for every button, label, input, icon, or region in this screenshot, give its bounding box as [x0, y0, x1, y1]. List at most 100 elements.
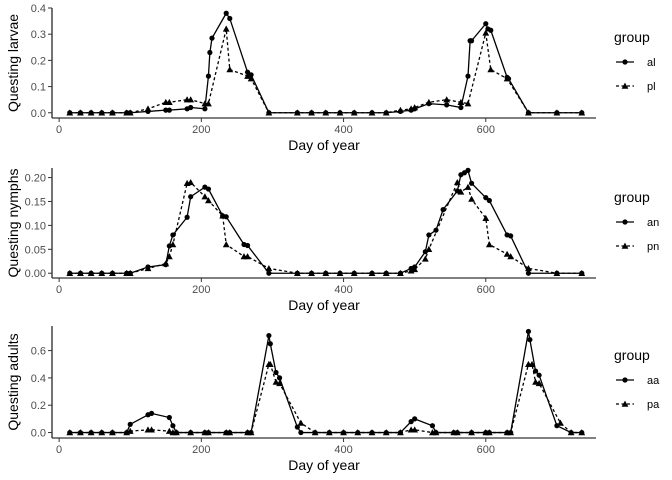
data-point-pl	[350, 109, 358, 116]
data-point-pl	[144, 105, 152, 112]
data-point-pl	[382, 109, 390, 116]
data-point-pa	[567, 429, 575, 436]
y-tick-label: 0.20	[25, 173, 46, 185]
data-point-al	[188, 104, 194, 111]
data-point-pa	[578, 429, 586, 436]
data-point-pa	[247, 429, 255, 436]
data-point-pn	[244, 253, 251, 260]
data-point-aa	[266, 332, 272, 339]
data-point-pn	[265, 265, 273, 272]
series-line-aa	[69, 331, 582, 434]
data-point-aa	[298, 429, 304, 436]
data-point-aa	[276, 375, 283, 381]
data-point-pa	[66, 429, 74, 436]
y-tick-label: 0.3	[31, 29, 46, 41]
data-point-an	[483, 195, 489, 201]
x-tick-label: 400	[334, 444, 352, 456]
y-tick-label: 0.05	[25, 244, 46, 256]
legend-key-marker-pl	[621, 82, 629, 89]
data-point-pa	[165, 427, 173, 434]
data-point-pa	[453, 429, 461, 436]
data-point-pn	[421, 255, 429, 262]
data-point-aa	[525, 328, 532, 335]
data-point-pn	[201, 193, 209, 200]
data-point-pn	[411, 265, 419, 273]
data-point-pn	[464, 183, 472, 190]
legend-label-pa: pa	[647, 399, 660, 411]
y-tick-label: 0.4	[31, 373, 46, 385]
data-point-pa	[382, 429, 390, 436]
data-point-pa	[354, 429, 362, 436]
legend-key-marker-aa	[622, 377, 628, 383]
data-point-an	[166, 243, 172, 249]
data-point-pl	[443, 96, 451, 103]
data-point-al	[444, 102, 450, 108]
data-point-al	[227, 15, 233, 22]
data-point-al	[223, 10, 229, 16]
series-line-al	[69, 12, 582, 114]
y-tick-label: 0.6	[31, 346, 46, 358]
data-point-pl	[308, 109, 315, 116]
y-axis-title: Questing adults	[5, 333, 21, 430]
data-point-pl	[109, 109, 116, 116]
data-point-pa	[397, 429, 404, 436]
data-point-al	[166, 107, 172, 113]
data-point-al	[202, 106, 208, 112]
data-point-pl	[368, 109, 376, 116]
data-point-pa	[205, 429, 212, 436]
data-point-pn	[507, 253, 515, 260]
data-point-pl	[397, 106, 404, 113]
legend-key-marker-al	[622, 59, 628, 65]
data-point-pa	[468, 429, 475, 436]
x-axis-title: Day of year	[288, 457, 360, 473]
data-point-pa	[311, 429, 319, 436]
x-tick-label: 0	[56, 444, 62, 456]
data-point-aa	[294, 424, 300, 430]
data-point-pn	[308, 269, 315, 276]
data-point-an	[170, 232, 176, 238]
legend-label-aa: aa	[647, 375, 660, 387]
data-point-al	[468, 38, 475, 44]
data-point-al	[205, 73, 212, 79]
data-point-pl	[425, 98, 433, 106]
data-point-pa	[432, 429, 440, 436]
data-point-pn	[457, 188, 465, 195]
x-tick-label: 200	[192, 284, 210, 296]
data-point-pn	[109, 269, 116, 276]
data-point-pl	[457, 98, 465, 106]
y-tick-label: 0.00	[25, 268, 46, 280]
data-point-pl	[247, 75, 255, 82]
y-tick-label: 0.2	[31, 400, 46, 412]
x-axis-title: Day of year	[288, 137, 360, 153]
data-point-pl	[503, 75, 511, 82]
data-point-al	[483, 21, 489, 27]
legend-key-marker-pn	[621, 242, 629, 249]
data-point-an	[465, 167, 471, 173]
y-tick-label: 0.15	[25, 196, 46, 208]
data-point-an	[188, 194, 194, 200]
data-point-pn	[553, 269, 561, 276]
data-point-pn	[485, 241, 493, 248]
data-point-an	[468, 180, 475, 186]
data-point-aa	[170, 423, 176, 429]
y-axis-title: Questing nymphs	[5, 169, 21, 278]
data-point-pa	[173, 429, 180, 436]
data-point-aa	[267, 341, 273, 347]
data-point-pl	[205, 100, 212, 107]
y-tick-label: 0.2	[31, 55, 46, 67]
data-point-pa	[507, 429, 515, 436]
data-point-pn	[66, 269, 74, 276]
data-point-pn	[162, 260, 170, 267]
data-point-pn	[425, 245, 433, 253]
data-point-aa	[127, 421, 133, 427]
data-point-pa	[126, 427, 134, 434]
data-point-pl	[226, 66, 234, 73]
x-tick-label: 400	[334, 124, 352, 136]
data-point-al	[488, 27, 494, 33]
x-tick-label: 600	[477, 444, 495, 456]
data-point-pa	[109, 429, 116, 436]
data-point-aa	[408, 419, 414, 425]
data-point-pn	[169, 241, 177, 248]
data-point-pl	[126, 109, 134, 116]
